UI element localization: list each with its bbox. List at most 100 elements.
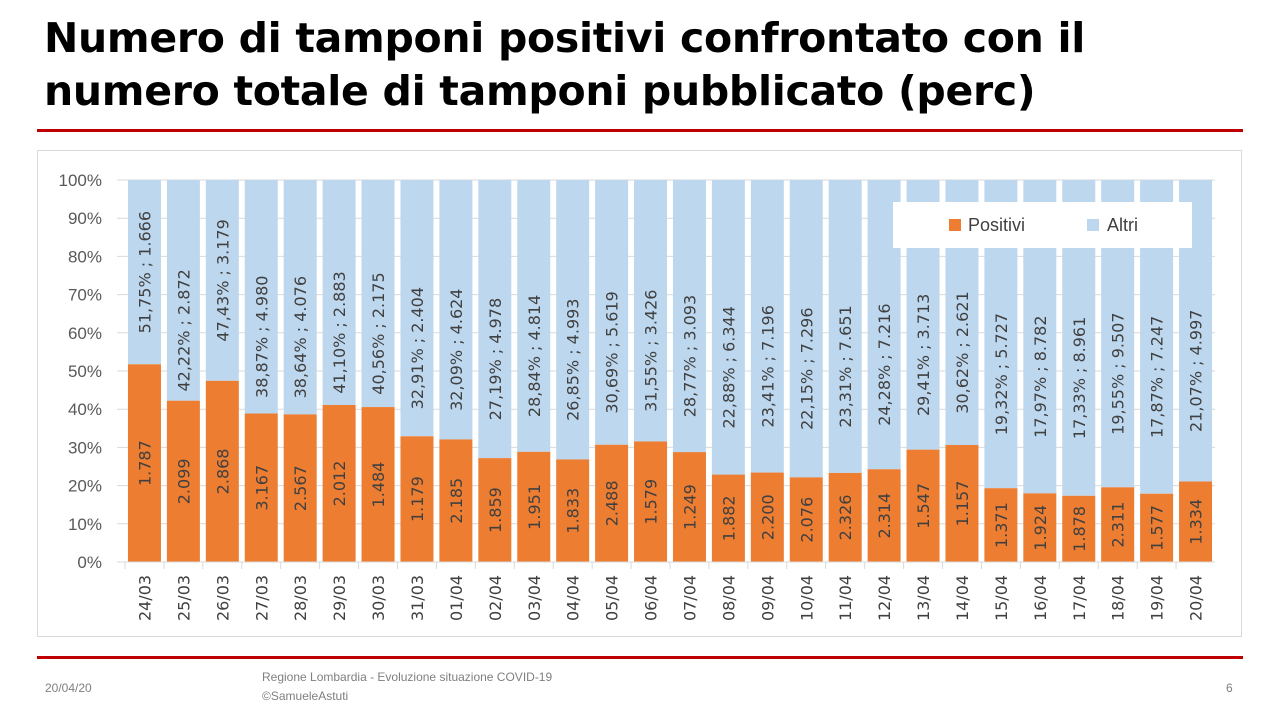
x-tick-label: 01/04 [447,575,466,621]
data-label-altri: 24,28% ; 7.216 [875,303,894,425]
data-label-altri: 30,62% ; 2.621 [953,291,972,413]
x-tick-label: 08/04 [719,575,738,621]
y-tick-label: 90% [68,209,102,228]
bar-altri [166,180,200,401]
bar-positivi [556,459,590,562]
data-label-altri: 38,87% ; 4.980 [252,276,271,398]
data-label-positivi: 1.787 [135,440,154,486]
data-label-altri: 19,55% ; 9.507 [1109,312,1128,434]
data-label-positivi: 2.488 [603,480,622,526]
data-label-positivi: 2.099 [174,458,193,504]
data-label-altri: 47,43% ; 3.179 [213,219,232,341]
data-label-altri: 22,88% ; 6.344 [719,306,738,428]
bar-positivi [1101,487,1135,562]
x-tick-label: 04/04 [564,575,583,621]
legend-swatch-altri [1087,219,1099,231]
footer-date: 20/04/20 [45,681,92,695]
data-label-altri: 32,91% ; 2.404 [408,287,427,409]
data-label-positivi: 2.185 [447,478,466,524]
legend-swatch-positivi [949,219,961,231]
data-label-positivi: 1.371 [992,502,1011,548]
bar-positivi [828,472,862,562]
bar-positivi [517,451,551,562]
bar-positivi [439,439,473,562]
bar-positivi [1179,481,1213,562]
bar-altri [595,180,629,445]
data-label-positivi: 2.868 [213,449,232,495]
bar-altri [672,180,706,453]
data-label-altri: 17,97% ; 8.782 [1031,315,1050,437]
data-label-positivi: 1.951 [525,484,544,530]
y-tick-label: 60% [68,324,102,343]
data-label-positivi: 1.859 [486,487,505,533]
bar-altri [711,180,745,475]
data-label-positivi: 1.484 [369,462,388,508]
bar-positivi [361,407,395,562]
footer-divider [37,656,1243,659]
data-label-altri: 17,87% ; 7.247 [1148,316,1167,438]
data-label-positivi: 2.311 [1109,502,1128,548]
data-label-altri: 17,33% ; 8.961 [1070,317,1089,439]
bar-positivi [283,414,317,562]
data-label-positivi: 1.577 [1148,505,1167,551]
data-label-positivi: 1.179 [408,476,427,522]
data-label-altri: 32,09% ; 4.624 [447,289,466,411]
x-tick-label: 26/03 [213,575,232,621]
x-tick-label: 06/04 [642,575,661,621]
data-label-positivi: 3.167 [252,465,271,511]
data-label-altri: 41,10% ; 2.883 [330,271,349,393]
data-label-altri: 40,56% ; 2.175 [369,272,388,394]
data-label-altri: 21,07% ; 4.997 [1187,310,1206,432]
bar-positivi [984,488,1018,562]
bar-altri [205,180,239,381]
data-label-positivi: 1.833 [564,488,583,534]
y-tick-label: 20% [68,477,102,496]
title-divider [37,129,1243,132]
bar-positivi [1140,493,1174,562]
bar-positivi [400,436,434,562]
bar-altri [439,180,473,440]
bar-altri [517,180,551,452]
bar-altri [750,180,784,473]
data-label-positivi: 2.326 [836,495,855,541]
data-label-altri: 27,19% ; 4.978 [486,298,505,420]
bar-positivi [1062,495,1096,562]
slide-title: Numero di tamponi positivi confrontato c… [44,14,1085,115]
legend-label-positivi: Positivi [968,215,1025,235]
x-tick-label: 17/04 [1070,575,1089,621]
x-tick-label: 29/03 [330,575,349,621]
x-tick-label: 05/04 [603,575,622,621]
y-tick-label: 100% [59,171,102,190]
x-tick-label: 31/03 [408,575,427,621]
bar-altri [244,180,278,414]
bar-altri [634,180,668,442]
data-label-positivi: 1.878 [1070,506,1089,552]
y-tick-label: 30% [68,438,102,457]
data-label-positivi: 2.200 [758,494,777,540]
bar-positivi [711,474,745,562]
data-label-altri: 29,41% ; 3.713 [914,294,933,416]
data-label-positivi: 2.076 [797,497,816,543]
bar-altri [322,180,356,405]
bar-altri [478,180,512,459]
bar-positivi [322,404,356,562]
x-tick-label: 16/04 [1031,575,1050,621]
page-number: 6 [1226,681,1233,695]
data-label-altri: 23,41% ; 7.196 [758,305,777,427]
legend-label-altri: Altri [1107,215,1138,235]
data-label-positivi: 1.882 [719,495,738,541]
data-label-positivi: 1.157 [953,481,972,527]
bar-positivi [750,472,784,562]
bar-positivi [595,444,629,562]
data-label-altri: 38,64% ; 4.076 [291,276,310,398]
bar-altri [127,180,161,365]
data-label-altri: 51,75% ; 1.666 [135,211,154,333]
bar-positivi [945,445,979,562]
x-tick-label: 09/04 [758,575,777,621]
x-tick-label: 10/04 [797,575,816,621]
data-label-positivi: 1.579 [642,479,661,525]
bar-altri [361,180,395,408]
x-tick-label: 12/04 [875,575,894,621]
data-label-altri: 23,31% ; 7.651 [836,305,855,427]
data-label-positivi: 1.249 [680,484,699,530]
